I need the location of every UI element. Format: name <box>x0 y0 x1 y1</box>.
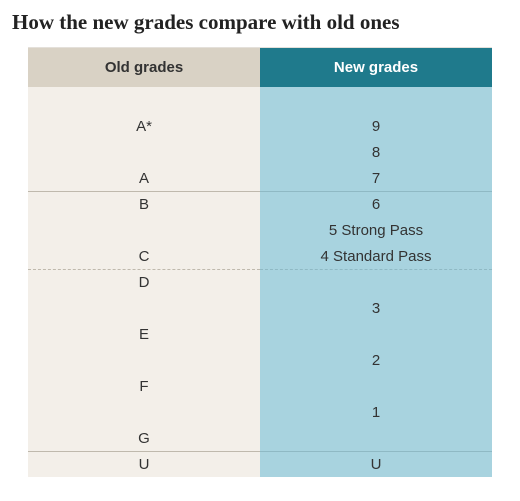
old-row <box>28 295 260 321</box>
old-grades-column: Old grades A* ABCDEFGU <box>28 48 260 477</box>
old-row: A* <box>28 113 260 139</box>
new-row: 8 <box>260 139 492 165</box>
new-row: 4 Standard Pass <box>260 243 492 269</box>
old-row: C <box>28 243 260 269</box>
new-row <box>260 321 492 347</box>
old-row: G <box>28 425 260 451</box>
old-row: A <box>28 165 260 191</box>
new-row: 6 <box>260 191 492 217</box>
old-row: E <box>28 321 260 347</box>
new-row <box>260 425 492 451</box>
old-row <box>28 87 260 113</box>
new-row: 2 <box>260 347 492 373</box>
new-grades-body: 98765 Strong Pass4 Standard Pass 3 2 1 U <box>260 87 492 477</box>
new-row: 7 <box>260 165 492 191</box>
old-grades-body: A* ABCDEFGU <box>28 87 260 477</box>
new-row: 1 <box>260 399 492 425</box>
old-row: U <box>28 451 260 477</box>
old-row: B <box>28 191 260 217</box>
new-row: 9 <box>260 113 492 139</box>
old-grades-header: Old grades <box>28 48 260 87</box>
new-grades-column: New grades 98765 Strong Pass4 Standard P… <box>260 48 492 477</box>
comparison-table: Old grades A* ABCDEFGU New grades 98765 S… <box>0 47 520 477</box>
old-row <box>28 399 260 425</box>
old-row: D <box>28 269 260 295</box>
new-row: 5 Strong Pass <box>260 217 492 243</box>
new-row <box>260 269 492 295</box>
page-title: How the new grades compare with old ones <box>0 0 520 47</box>
old-row <box>28 347 260 373</box>
new-grades-header: New grades <box>260 48 492 87</box>
old-row <box>28 139 260 165</box>
old-row <box>28 217 260 243</box>
old-row: F <box>28 373 260 399</box>
new-row: 3 <box>260 295 492 321</box>
new-row: U <box>260 451 492 477</box>
new-row <box>260 87 492 113</box>
new-row <box>260 373 492 399</box>
